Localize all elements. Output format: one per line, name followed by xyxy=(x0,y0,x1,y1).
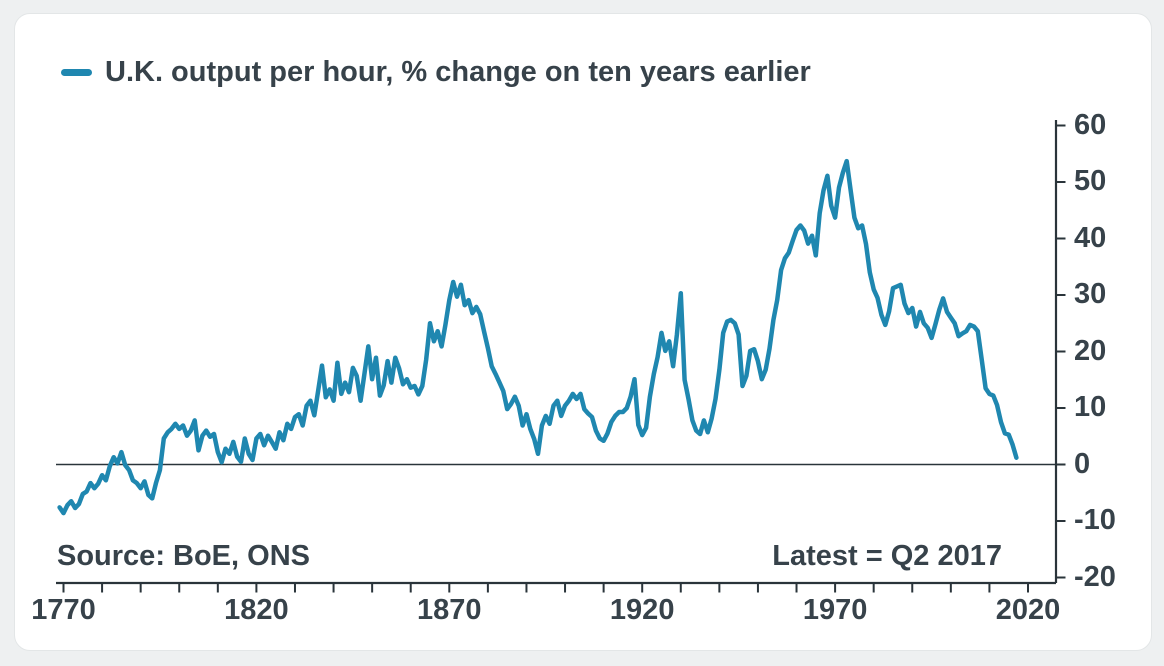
y-axis-tick-label: 10 xyxy=(1074,390,1107,423)
y-axis-tick-label: -20 xyxy=(1074,560,1116,593)
legend-label: U.K. output per hour, % change on ten ye… xyxy=(105,56,811,88)
x-axis-tick-label: 2020 xyxy=(995,594,1061,626)
latest-note: Latest = Q2 2017 xyxy=(772,540,1002,572)
x-axis-tick-label: 1970 xyxy=(802,594,868,626)
x-axis-tick-label: 1770 xyxy=(31,594,96,626)
y-axis-tick-label: 50 xyxy=(1074,164,1107,197)
legend-line-swatch xyxy=(61,69,92,76)
y-axis-tick-label: 20 xyxy=(1074,334,1107,367)
x-axis-tick-label: 1920 xyxy=(609,594,675,626)
data-line-uk-output-per-hour xyxy=(57,158,1019,516)
y-axis-tick-label: 0 xyxy=(1074,447,1091,480)
y-axis-tick-label: -10 xyxy=(1074,503,1116,536)
chart-legend: U.K. output per hour, % change on ten ye… xyxy=(61,56,811,89)
y-axis-tick-label: 60 xyxy=(1074,108,1107,141)
y-axis-tick-label: 40 xyxy=(1074,221,1107,254)
x-axis-tick-label: 1870 xyxy=(417,594,482,626)
y-axis-tick-label: 30 xyxy=(1074,277,1107,310)
source-note: Source: BoE, ONS xyxy=(57,540,310,572)
x-axis-tick-label: 1820 xyxy=(224,594,289,626)
